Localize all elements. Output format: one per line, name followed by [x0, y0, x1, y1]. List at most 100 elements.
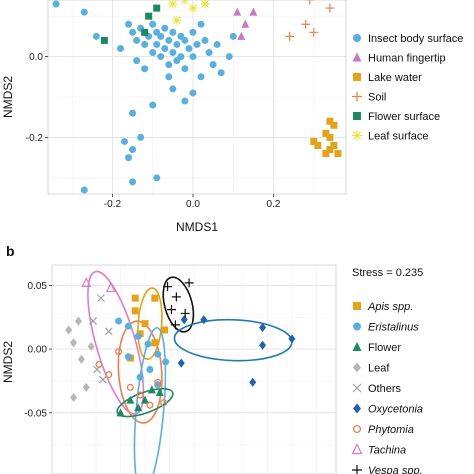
point-insect-body-surface — [125, 154, 133, 162]
point-insect-body-surface — [141, 65, 149, 73]
legend-symbol — [352, 52, 362, 62]
point-vespa-spp — [184, 278, 194, 288]
legend-label: Others — [368, 383, 402, 395]
legend-symbol — [352, 465, 362, 474]
point-soil — [285, 31, 295, 41]
point-lake-water — [322, 150, 330, 158]
point-insect-body-surface — [201, 36, 209, 44]
ellipse-phytomia — [117, 320, 163, 424]
point-oxycetonia — [177, 358, 185, 368]
legend-label: Lake water — [368, 72, 422, 84]
panel-b-y-axis-label: NMDS2 — [1, 341, 15, 383]
legend-label: Leaf surface — [368, 131, 429, 143]
point-leaf-surface — [188, 3, 198, 13]
point-flower — [134, 403, 143, 412]
point-phytomia — [146, 401, 154, 409]
point-eristalinus — [124, 322, 132, 330]
legend-symbol — [352, 130, 362, 141]
legend-label: Phytomia — [368, 424, 414, 436]
point-lake-water — [326, 146, 334, 154]
point-insect-body-surface — [189, 53, 197, 61]
point-flower-surface — [153, 4, 161, 12]
point-insect-body-surface — [80, 8, 88, 16]
point-eristalinus — [162, 358, 170, 366]
point-eristalinus — [115, 317, 123, 325]
point-flower — [116, 408, 125, 417]
point-insect-body-surface — [169, 85, 177, 93]
legend-symbol — [353, 73, 361, 81]
point-insect-body-surface — [80, 186, 88, 194]
point-tachina — [105, 282, 116, 293]
panel-a-x-axis-label: NMDS1 — [176, 220, 218, 234]
point-phytomia — [95, 360, 103, 368]
point-insect-body-surface — [125, 20, 133, 28]
legend-label: Vespa spp. — [368, 465, 423, 474]
point-insect-body-surface — [92, 32, 100, 40]
point-insect-body-surface — [189, 89, 197, 97]
point-others — [89, 317, 98, 325]
y-tick-label: -0.2 — [26, 133, 44, 144]
point-insect-body-surface — [141, 40, 149, 48]
point-insect-body-surface — [197, 20, 205, 28]
point-flower-surface — [145, 12, 153, 20]
point-leaf — [77, 354, 85, 364]
point-insect-body-surface — [185, 45, 193, 52]
point-flower-surface — [141, 28, 149, 36]
point-vespa-spp — [171, 292, 181, 302]
point-insect-body-surface — [157, 32, 165, 40]
point-leaf-surface — [172, 15, 182, 25]
point-insect-body-surface — [161, 45, 169, 52]
point-soil — [325, 3, 335, 13]
point-apis-spp — [151, 294, 159, 302]
point-lake-water — [326, 133, 334, 141]
point-insect-body-surface — [129, 178, 137, 186]
point-insect-body-surface — [229, 32, 237, 40]
point-leaf-surface — [200, 0, 210, 9]
point-apis-spp — [141, 320, 149, 328]
point-insect-body-surface — [121, 137, 129, 145]
point-insect-body-surface — [165, 73, 173, 81]
panel-a-legend: Insect body surface Human fingertip Lake w… — [352, 33, 463, 143]
point-soil — [309, 27, 319, 37]
point-oxycetonia — [180, 315, 188, 325]
point-leaf — [74, 316, 82, 326]
point-vespa-spp — [166, 305, 176, 315]
point-insect-body-surface — [165, 61, 173, 69]
point-soil — [301, 19, 311, 29]
point-flower — [147, 385, 156, 394]
point-oxycetonia — [259, 322, 267, 332]
point-apis-spp — [131, 307, 139, 315]
point-insect-body-surface — [161, 24, 169, 32]
point-insect-body-surface — [225, 53, 233, 61]
point-leaf-surface — [168, 0, 178, 9]
point-phytomia — [154, 378, 162, 386]
panel-b-legend: Apis spp. Eristalinus Flower Leaf Others Oxyc… — [351, 301, 423, 474]
point-lake-water — [310, 137, 318, 145]
legend-label: Insect body surface — [368, 33, 463, 45]
legend-symbol — [353, 112, 361, 120]
legend-label: Tachina — [368, 445, 406, 457]
legend-label: Soil — [368, 92, 386, 104]
legend-label: Human fingertip — [368, 53, 446, 65]
legend-symbol — [352, 342, 362, 351]
legend-symbol — [353, 34, 361, 42]
legend-symbol — [353, 403, 361, 414]
point-lake-water — [330, 142, 338, 149]
point-flower — [126, 395, 135, 404]
panel-b-points — [65, 276, 296, 417]
ellipse-apis-spp — [137, 287, 163, 361]
panel-a-frame — [47, 0, 347, 195]
point-leaf — [65, 325, 73, 335]
point-insect-body-surface — [173, 40, 181, 48]
panel-b-ticks: 0.05 0.00 -0.05 — [24, 281, 52, 419]
point-eristalinus — [154, 350, 162, 358]
point-phytomia — [136, 391, 144, 399]
legend-label: Flower — [368, 342, 401, 354]
point-leaf — [70, 338, 78, 348]
point-leaf — [87, 342, 95, 352]
x-tick-label: -0.2 — [104, 199, 122, 210]
point-eristalinus — [124, 353, 132, 361]
point-insect-body-surface — [157, 53, 165, 61]
point-insect-body-surface — [209, 61, 217, 69]
point-insect-body-surface — [116, 45, 124, 52]
